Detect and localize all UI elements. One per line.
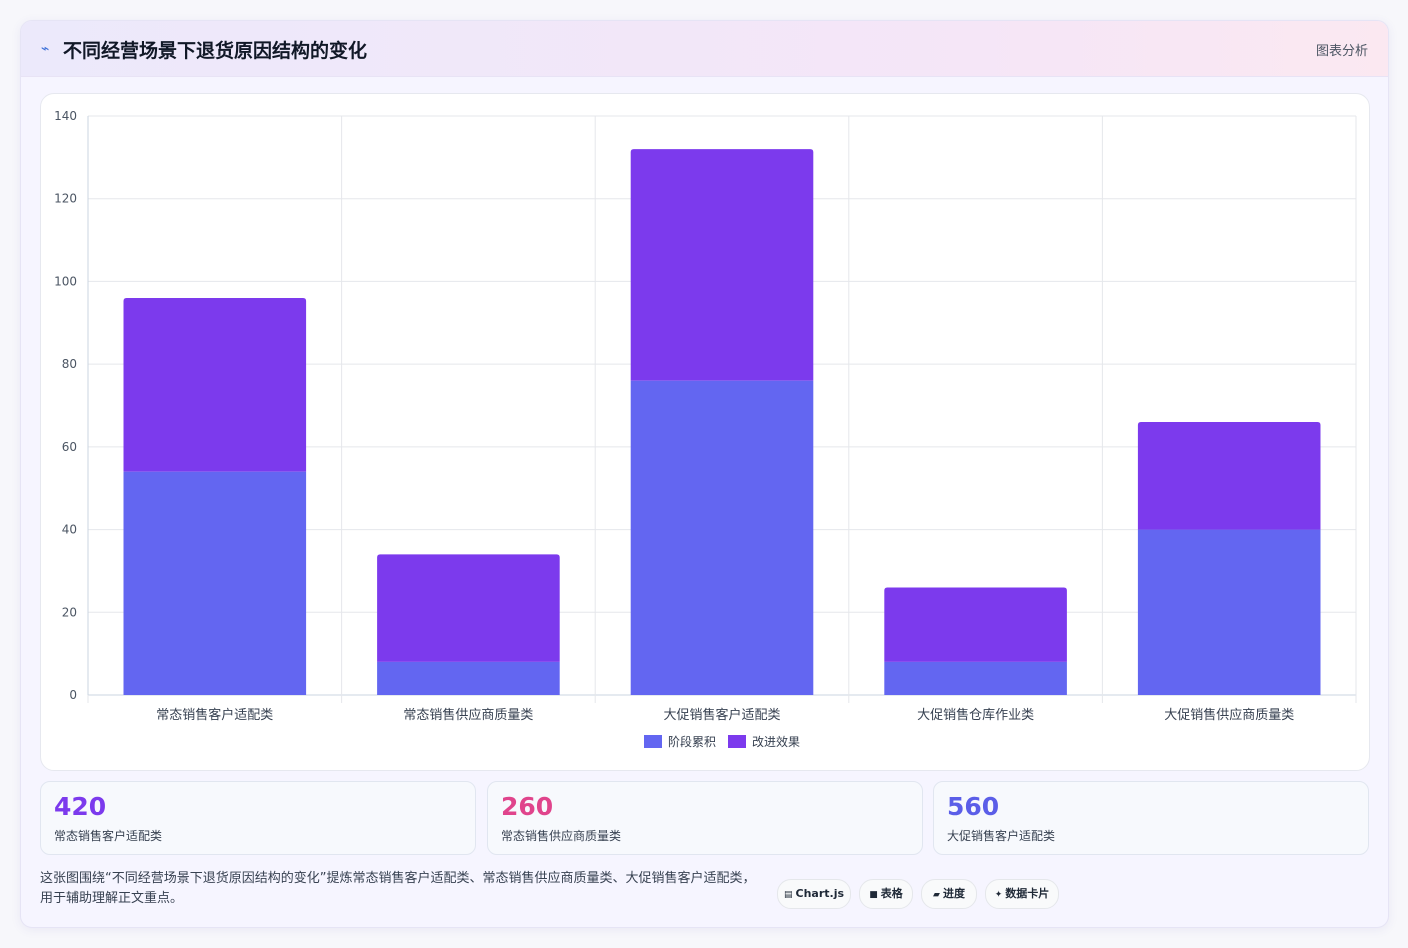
chart-icon: ▤	[783, 890, 793, 900]
chart-footnote: 这张图围绕“不同经营场景下退货原因结构的变化”提炼常态销售客户适配类、常态销售供…	[40, 871, 756, 906]
stacked-bar-chart: 0 20 40 60 80 100 120 140 常态销售客户适配类 常态销售供应商质量类 大促销…	[54, 109, 1357, 749]
y-tick-label: 40	[62, 523, 77, 537]
tag-label: 数据卡片	[1005, 887, 1050, 900]
chart-analysis-label: 图表分析	[1315, 44, 1368, 59]
y-tick-label: 80	[62, 357, 77, 371]
stat-card: 420 常态销售客户适配类	[40, 781, 476, 855]
legend-label: 阶段累积	[668, 734, 716, 749]
card-header: ⌁ 不同经营场景下退货原因结构的变化 图表分析	[21, 21, 1388, 77]
y-tick-label: 0	[69, 688, 77, 702]
chart-card: ⌁ 不同经营场景下退货原因结构的变化 图表分析 0 20 40 60 80 100 120 1…	[20, 20, 1389, 928]
bar-segment	[630, 380, 814, 695]
bar-segment	[884, 587, 1067, 662]
x-tick-label: 大促销售仓库作业类	[917, 707, 1034, 723]
stat-value: 420	[54, 792, 107, 821]
y-tick-label: 60	[62, 440, 77, 454]
stat-value: 260	[501, 792, 554, 821]
tag-chartjs[interactable]: ▤ Chart.js	[777, 879, 851, 909]
page-title: 不同经营场景下退货原因结构的变化	[63, 40, 368, 62]
legend-swatch	[728, 735, 746, 748]
sparkle-icon: ✦	[994, 890, 1003, 900]
bar-segment	[630, 149, 814, 381]
stat-label: 常态销售客户适配类	[54, 829, 163, 843]
bar-segment	[884, 661, 1067, 695]
stat-card: 560 大促销售客户适配类	[933, 781, 1369, 855]
tag-table[interactable]: ■ 表格	[859, 879, 913, 909]
bar-segment	[377, 554, 560, 662]
stat-label: 大促销售客户适配类	[947, 829, 1056, 843]
tag-label: 进度	[942, 887, 965, 900]
tag-label: 表格	[880, 887, 903, 900]
bar-segment	[377, 661, 560, 695]
legend-swatch	[644, 735, 662, 748]
y-tick-label: 20	[62, 605, 77, 619]
bar-segment	[123, 297, 307, 472]
chart-panel: 0 20 40 60 80 100 120 140 常态销售客户适配类 常态销售供应商质量类 大促销…	[40, 93, 1370, 771]
x-tick-label: 大促销售供应商质量类	[1164, 707, 1294, 723]
tag-label: Chart.js	[795, 887, 845, 900]
x-tick-label: 常态销售供应商质量类	[403, 707, 533, 723]
stat-value: 560	[947, 792, 1000, 821]
table-icon: ■	[869, 890, 878, 900]
stat-card: 260 常态销售供应商质量类	[487, 781, 923, 855]
x-tick-label: 常态销售客户适配类	[156, 707, 273, 723]
legend-label: 改进效果	[752, 734, 800, 749]
bar-segment	[1137, 529, 1321, 695]
x-tick-label: 大促销售客户适配类	[663, 707, 780, 723]
tag-progress[interactable]: ▰ 进度	[921, 879, 977, 909]
chart-line-icon: ⌁	[41, 41, 50, 57]
progress-icon: ▰	[933, 890, 940, 900]
y-tick-label: 100	[54, 274, 77, 288]
bar-segment	[123, 471, 307, 695]
stat-label: 常态销售供应商质量类	[501, 829, 622, 843]
bar-segment	[1137, 422, 1321, 530]
tag-data-cards[interactable]: ✦ 数据卡片	[985, 879, 1059, 909]
y-tick-label: 120	[54, 192, 77, 206]
y-tick-label: 140	[54, 109, 77, 123]
